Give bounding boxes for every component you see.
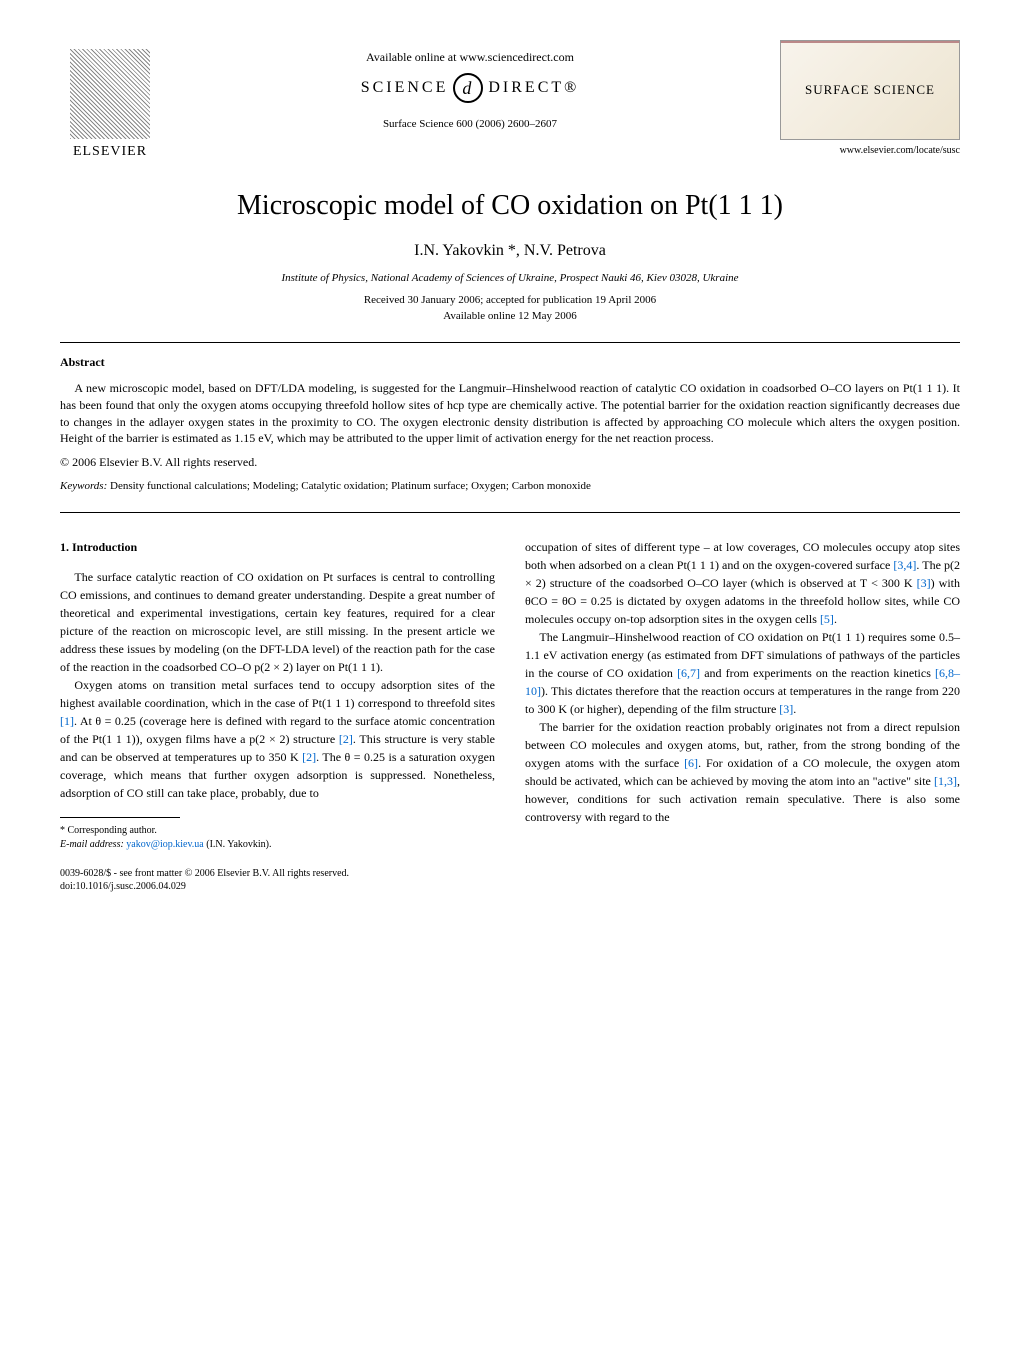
publisher-name: ELSEVIER — [73, 144, 147, 160]
body-paragraph: The surface catalytic reaction of CO oxi… — [60, 568, 495, 676]
article-authors: I.N. Yakovkin *, N.V. Petrova — [60, 242, 960, 260]
date-online: Available online 12 May 2006 — [60, 310, 960, 322]
bottom-info: 0039-6028/$ - see front matter © 2006 El… — [60, 867, 960, 893]
text-run: Oxygen atoms on transition metal surface… — [60, 678, 495, 710]
body-columns: 1. Introduction The surface catalytic re… — [60, 538, 960, 852]
email-link[interactable]: yakov@iop.kiev.ua — [126, 839, 203, 850]
ref-link[interactable]: [3] — [917, 576, 931, 590]
email-label: E-mail address: — [60, 839, 126, 850]
journal-name: SURFACE SCIENCE — [805, 82, 935, 98]
ref-link[interactable]: [6] — [684, 756, 698, 770]
body-paragraph: The Langmuir–Hinshelwood reaction of CO … — [525, 628, 960, 718]
journal-box-wrapper: SURFACE SCIENCE www.elsevier.com/locate/… — [780, 40, 960, 156]
text-run: . — [793, 702, 796, 716]
divider — [60, 342, 960, 343]
email-name: (I.N. Yakovkin). — [204, 839, 272, 850]
ref-link[interactable]: [5] — [820, 612, 834, 626]
ref-link[interactable]: [1] — [60, 714, 74, 728]
text-run: and from experiments on the reaction kin… — [700, 666, 935, 680]
divider — [60, 512, 960, 513]
science-direct-logo: SCIENCE d DIRECT® — [180, 73, 760, 103]
text-run: . — [834, 612, 837, 626]
article-title: Microscopic model of CO oxidation on Pt(… — [60, 190, 960, 222]
ref-link[interactable]: [6,7] — [677, 666, 700, 680]
center-header: Available online at www.sciencedirect.co… — [160, 40, 780, 130]
elsevier-logo: ELSEVIER — [60, 40, 160, 160]
journal-url[interactable]: www.elsevier.com/locate/susc — [780, 145, 960, 156]
sd-at-icon: d — [453, 73, 483, 103]
footnote-separator — [60, 817, 180, 818]
sd-post: DIRECT® — [488, 79, 579, 97]
ref-link[interactable]: [1,3] — [934, 774, 957, 788]
date-received: Received 30 January 2006; accepted for p… — [60, 294, 960, 306]
abstract-text: A new microscopic model, based on DFT/LD… — [60, 380, 960, 447]
article-affiliation: Institute of Physics, National Academy o… — [60, 272, 960, 284]
elsevier-tree-icon — [70, 49, 150, 139]
section-heading: 1. Introduction — [60, 538, 495, 556]
issn-line: 0039-6028/$ - see front matter © 2006 El… — [60, 867, 960, 880]
abstract-heading: Abstract — [60, 355, 960, 370]
body-paragraph: occupation of sites of different type – … — [525, 538, 960, 628]
body-paragraph: Oxygen atoms on transition metal surface… — [60, 676, 495, 802]
column-right: occupation of sites of different type – … — [525, 538, 960, 852]
keywords-line: Keywords: Density functional calculation… — [60, 480, 960, 492]
journal-reference: Surface Science 600 (2006) 2600–2607 — [180, 118, 760, 130]
sd-pre: SCIENCE — [361, 79, 449, 97]
available-online-text: Available online at www.sciencedirect.co… — [180, 50, 760, 65]
ref-link[interactable]: [2] — [339, 732, 353, 746]
column-left: 1. Introduction The surface catalytic re… — [60, 538, 495, 852]
ref-link[interactable]: [3] — [779, 702, 793, 716]
ref-link[interactable]: [3,4] — [893, 558, 916, 572]
header-row: ELSEVIER Available online at www.science… — [60, 40, 960, 160]
body-paragraph: The barrier for the oxidation reaction p… — [525, 718, 960, 826]
keywords-label: Keywords: — [60, 480, 107, 492]
footnote-corresponding: * Corresponding author. — [60, 824, 495, 838]
text-run: ). This dictates therefore that the reac… — [525, 684, 960, 716]
footnote-email: E-mail address: yakov@iop.kiev.ua (I.N. … — [60, 838, 495, 852]
copyright-text: © 2006 Elsevier B.V. All rights reserved… — [60, 455, 960, 470]
ref-link[interactable]: [2] — [302, 750, 316, 764]
journal-box: SURFACE SCIENCE — [780, 40, 960, 140]
keywords-text: Density functional calculations; Modelin… — [107, 480, 591, 492]
doi-line: doi:10.1016/j.susc.2006.04.029 — [60, 880, 960, 893]
